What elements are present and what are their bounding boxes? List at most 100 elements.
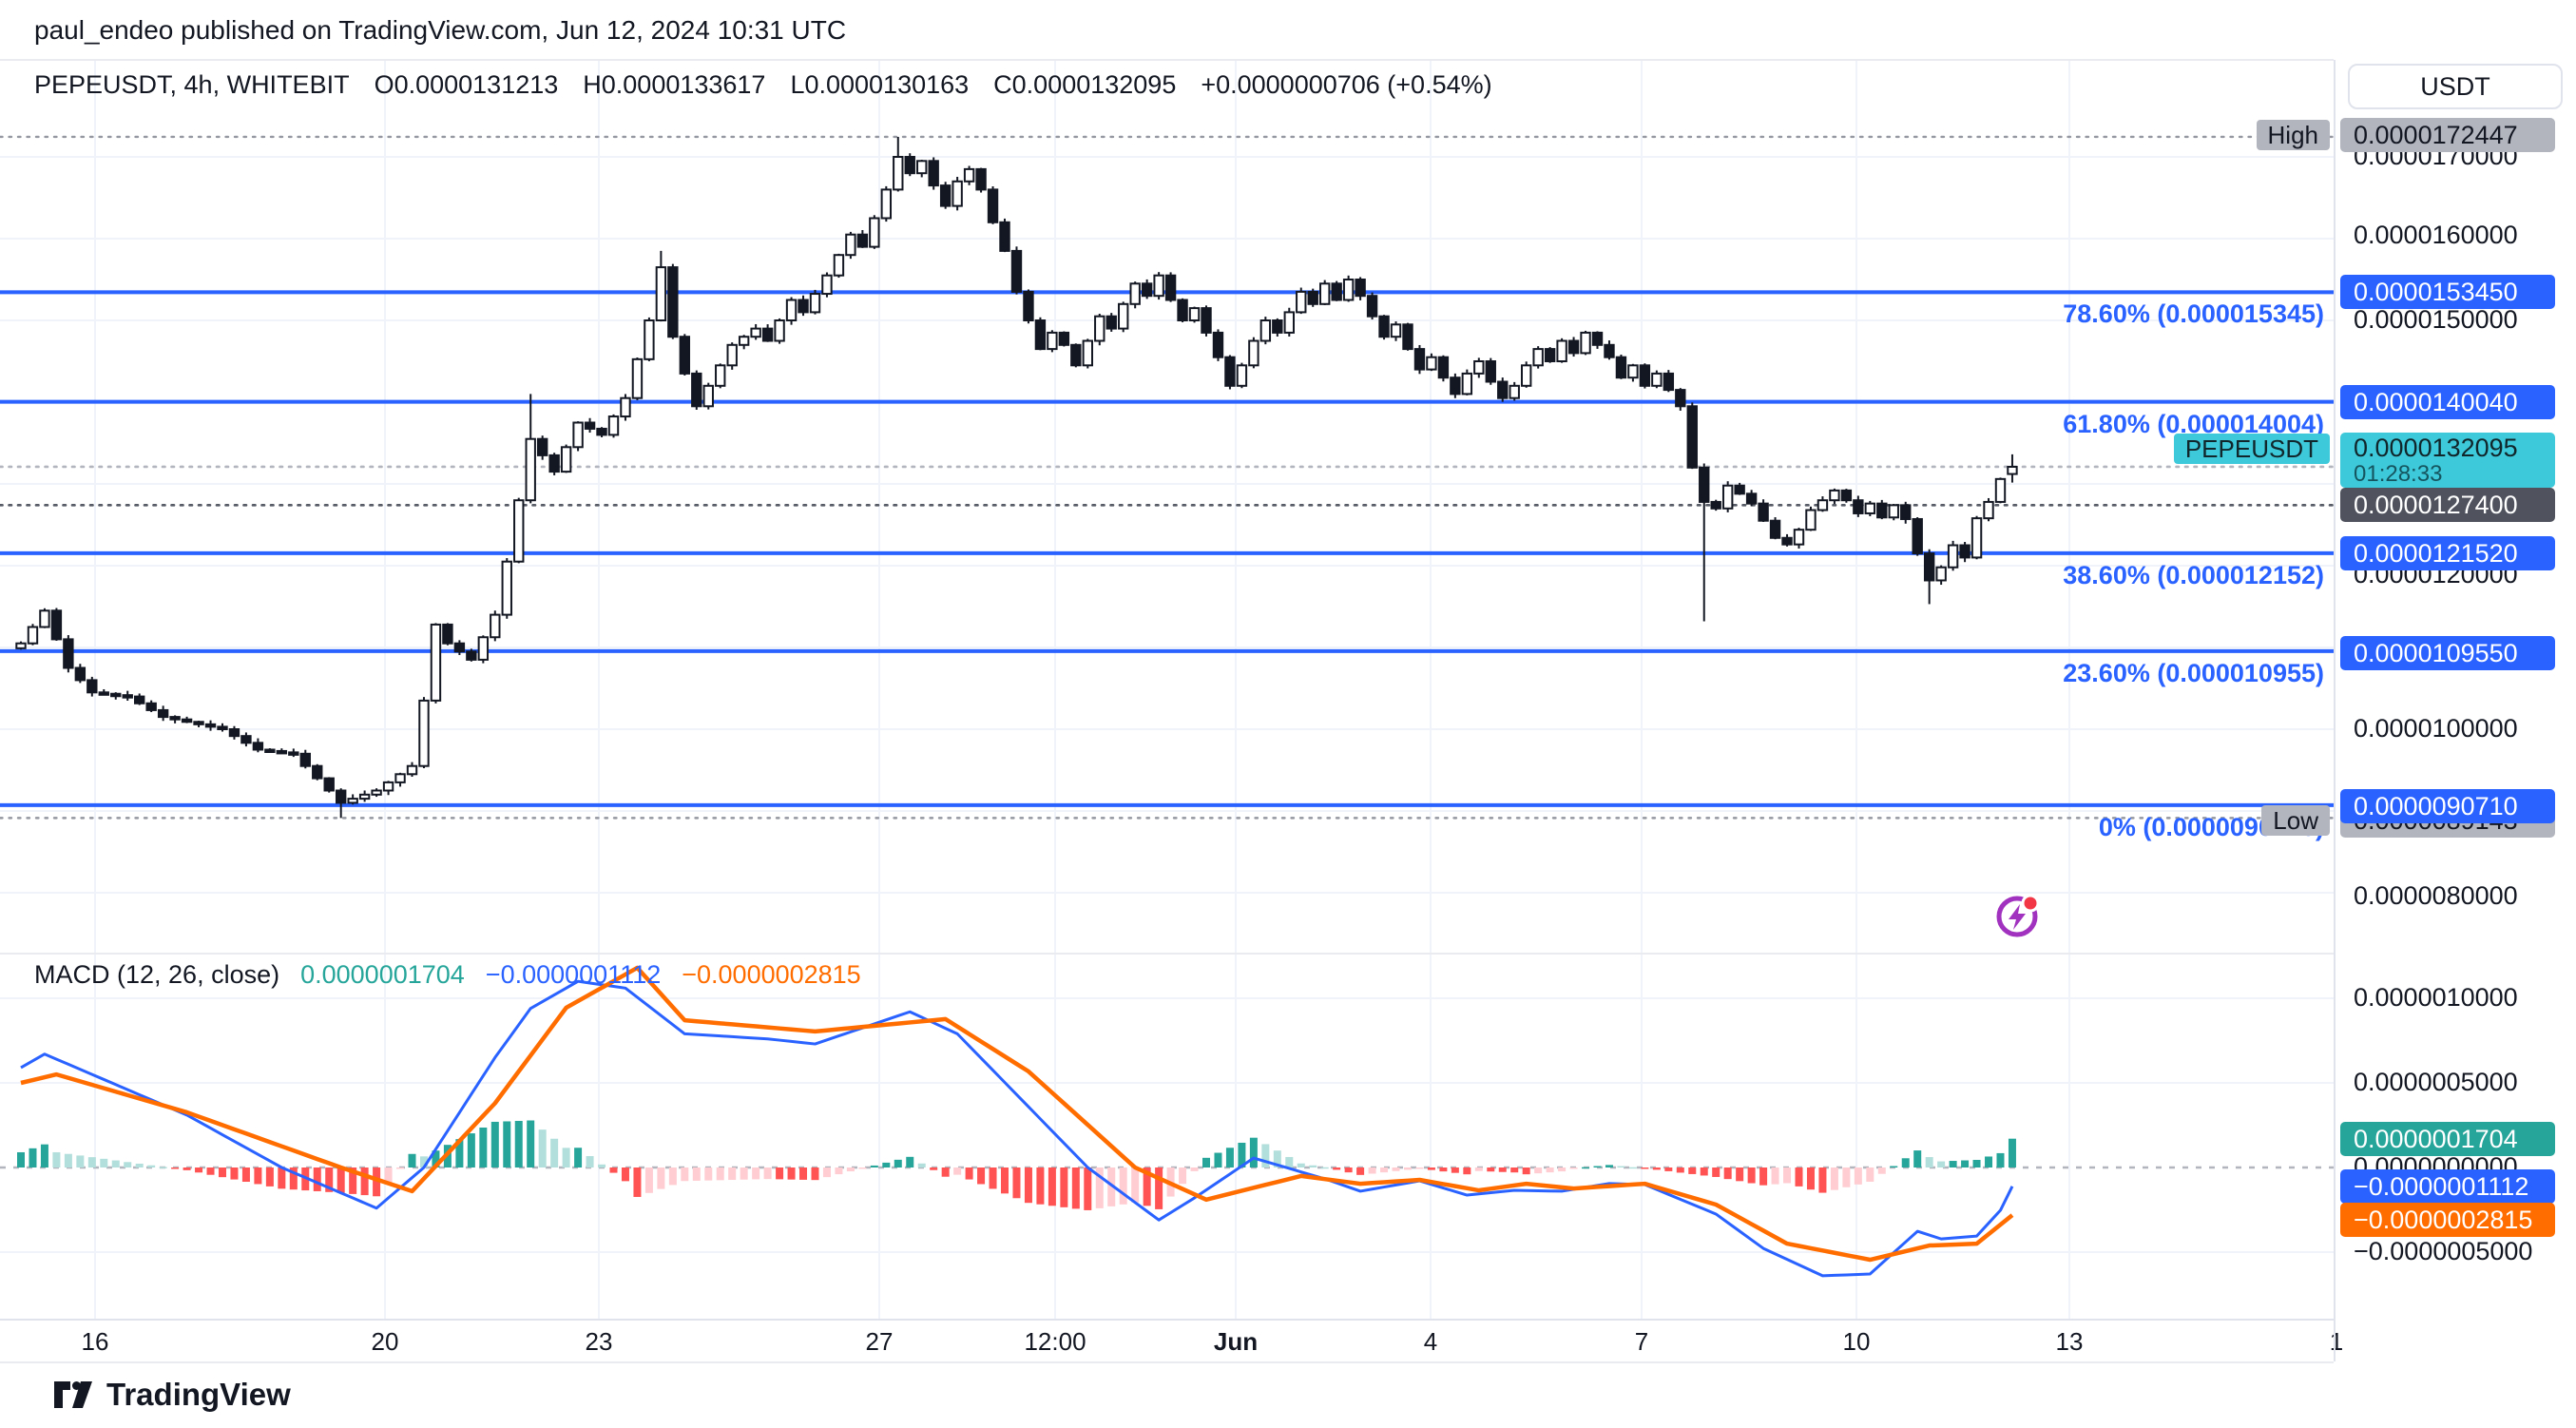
- macd-histogram-bar: [40, 1144, 48, 1167]
- macd-histogram-bar: [882, 1162, 891, 1167]
- candle-down: [193, 721, 204, 725]
- macd-histogram-bar: [1498, 1167, 1507, 1172]
- macd-histogram-bar: [230, 1167, 239, 1180]
- candle-up: [750, 327, 761, 338]
- current-price-tag: 0.0000132095 01:28:33: [2340, 433, 2555, 488]
- ohlc-value: L0.0000130163: [790, 70, 970, 99]
- candle-down: [536, 437, 548, 456]
- candle-down: [264, 748, 276, 753]
- candle-down: [1769, 519, 1781, 539]
- macd-histogram-bar: [1356, 1167, 1365, 1175]
- macd-histogram-bar: [776, 1167, 784, 1180]
- candle-down: [679, 336, 691, 375]
- candle-down: [1591, 331, 1604, 346]
- symbol-title[interactable]: PEPEUSDT, 4h, WHITEBIT: [34, 70, 350, 99]
- candle-down: [1201, 307, 1212, 334]
- macd-histogram-bar: [609, 1167, 618, 1173]
- candle-up: [525, 437, 536, 502]
- macd-line: [20, 979, 2014, 1278]
- candle-down: [584, 421, 596, 430]
- ohlc-value: +0.0000000706 (+0.54%): [1201, 70, 1492, 99]
- candle-up: [418, 699, 430, 767]
- macd-histogram-bar: [846, 1167, 855, 1172]
- currency-toggle-button[interactable]: USDT: [2348, 64, 2563, 109]
- candle-up: [27, 626, 39, 645]
- macd-histogram-bar: [704, 1167, 713, 1181]
- macd-histogram-bar: [1131, 1167, 1140, 1203]
- macd-histogram-bar: [1214, 1152, 1222, 1167]
- macd-histogram-bar: [1866, 1167, 1874, 1182]
- candle-up: [845, 233, 856, 257]
- macd-histogram-bar: [1179, 1167, 1187, 1185]
- candle-down: [1355, 279, 1366, 298]
- macd-histogram-bar: [147, 1165, 156, 1167]
- candle-up: [1888, 504, 1899, 519]
- candle-up: [1532, 348, 1544, 367]
- macd-histogram-bar: [349, 1167, 357, 1194]
- candle-down: [1212, 331, 1224, 358]
- time-axis-tick: 12:00: [1024, 1327, 1086, 1356]
- macd-histogram-bar: [1001, 1167, 1009, 1194]
- macd-legend-value: 0.0000001704: [300, 960, 465, 989]
- macd-histogram-bar: [1593, 1166, 1602, 1168]
- candle-down: [1402, 323, 1413, 351]
- macd-histogram-bar: [1084, 1167, 1092, 1210]
- candle-down: [1272, 319, 1283, 334]
- macd-histogram-bar: [1795, 1167, 1803, 1187]
- time-axis-tick: 23: [585, 1327, 613, 1356]
- macd-histogram-bar: [1190, 1167, 1199, 1171]
- macd-histogram-bar: [265, 1167, 274, 1187]
- candle-down: [1307, 290, 1318, 305]
- candle-up: [1580, 331, 1591, 355]
- candle-down: [975, 167, 987, 191]
- macd-histogram-bar: [1071, 1167, 1080, 1209]
- candle-up: [1556, 339, 1567, 362]
- macd-histogram-bar: [76, 1155, 85, 1167]
- candle-down: [1876, 502, 1888, 519]
- candle-up: [702, 384, 714, 408]
- symbol-chart-tag: PEPEUSDT: [2173, 434, 2330, 464]
- macd-histogram-bar: [325, 1167, 334, 1192]
- macd-histogram-bar: [1155, 1167, 1163, 1209]
- macd-histogram-bar: [1320, 1167, 1329, 1169]
- chart-plot[interactable]: [0, 0, 2334, 1361]
- candle-down: [1331, 282, 1342, 301]
- footer-brand[interactable]: TradingView: [53, 1377, 291, 1413]
- time-axis[interactable]: 16 20 23 27 12:00 Jun 4 7 10 13 1: [0, 1321, 2343, 1363]
- macd-histogram-bar: [1972, 1159, 1981, 1167]
- macd-histogram-bar: [206, 1167, 215, 1175]
- candle-down: [1544, 348, 1556, 363]
- candle-down: [1010, 249, 1023, 293]
- candle-down: [1058, 331, 1070, 346]
- macd-histogram-bar: [1451, 1167, 1459, 1173]
- candle-down: [1900, 504, 1912, 520]
- candle-up: [952, 180, 963, 207]
- candle-down: [240, 735, 252, 744]
- macd-histogram-bar: [1806, 1167, 1815, 1190]
- time-axis-tick: 16: [81, 1327, 109, 1356]
- symbol-legend[interactable]: PEPEUSDT, 4h, WHITEBIT O0.0000131213 H0.00…: [34, 70, 1492, 100]
- macd-histogram-bar: [598, 1164, 606, 1167]
- macd-histogram-bar: [1309, 1165, 1317, 1167]
- candle-down: [1224, 356, 1236, 387]
- candle-up: [1651, 372, 1663, 387]
- macd-histogram-bar: [419, 1156, 428, 1167]
- macd-legend[interactable]: MACD (12, 26, close) 0.0000001704 −0.0000…: [34, 960, 861, 990]
- candle-up: [821, 274, 833, 296]
- macd-histogram-bar: [728, 1167, 737, 1181]
- candle-up: [1509, 384, 1520, 399]
- macd-histogram-bar: [1344, 1167, 1353, 1173]
- ohlc-value: O0.0000131213: [374, 70, 559, 99]
- idea-flash-icon[interactable]: [1993, 892, 2043, 941]
- macd-histogram-bar: [159, 1167, 167, 1168]
- price-axis[interactable]: USDT 0.0000170000 0.0000160000 0.000015000…: [2335, 60, 2576, 1361]
- macd-histogram-bar: [1380, 1167, 1389, 1173]
- candle-up: [1319, 282, 1331, 305]
- candle-up: [1118, 302, 1129, 330]
- axis-separator: [2334, 60, 2336, 1361]
- candle-up: [347, 798, 358, 804]
- macd-histogram-bar: [1474, 1167, 1483, 1171]
- candle-down: [87, 679, 98, 694]
- candle-up: [382, 781, 394, 792]
- macd-histogram-bar: [527, 1120, 535, 1167]
